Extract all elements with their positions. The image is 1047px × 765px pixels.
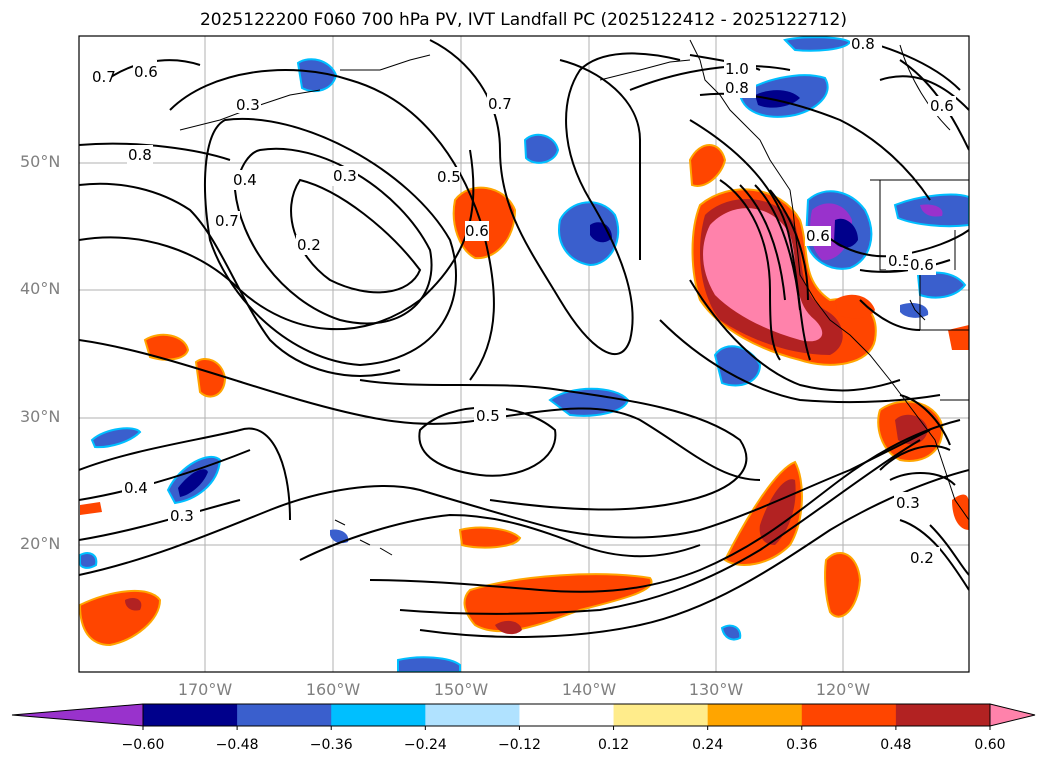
contour-label: 0.8: [725, 79, 749, 97]
lon-label-150w: 150°W: [433, 680, 489, 699]
contour-label: 0.2: [297, 236, 321, 254]
ivt-negative-shading: [79, 36, 969, 672]
contour-label: 0.6: [134, 63, 158, 81]
lat-label-30n: 30°N: [20, 407, 61, 426]
contour-label: 0.6: [465, 222, 489, 240]
neg-shade-mid-pacific: [558, 201, 620, 267]
colorbar-segment: [425, 704, 520, 726]
map-panel: 0.7 0.6 0.3 0.8 0.4 0.7 0.2 0.3 0.5 0.6 …: [79, 35, 969, 672]
colorbar-tick-label: 0.36: [786, 737, 818, 753]
contour-label: 0.8: [851, 35, 875, 53]
colorbar-segment: [707, 704, 803, 726]
ivt-shade-far-east: [952, 494, 969, 530]
colorbar-tick-label: 0.48: [880, 737, 912, 753]
map-frame: [78, 35, 970, 673]
colorbar-tick-label: −0.60: [121, 737, 165, 753]
contour-label: 0.5: [476, 407, 500, 425]
colorbar-tick-label: 0.60: [974, 737, 1006, 753]
contour-label: 0.5: [437, 168, 461, 186]
ivt-shade-bc-coast: [688, 144, 727, 187]
contour-label: 0.5: [888, 252, 912, 270]
neg-shade-west-2: [90, 427, 142, 449]
colorbar-segment: [237, 704, 332, 726]
contour-label: 0.6: [930, 97, 954, 115]
neg-shade-east-mid: [713, 345, 762, 387]
contour-label: 0.3: [896, 494, 920, 512]
contour-label: 1.0: [725, 60, 749, 78]
contour-label: 0.4: [124, 479, 148, 497]
contour-label: 0.6: [910, 256, 934, 274]
lat-label-50n: 50°N: [20, 152, 61, 171]
colorbar-segment: [143, 704, 238, 726]
colorbar-segment: [895, 704, 991, 726]
contour-label: 0.7: [488, 95, 512, 113]
colorbar-extension-low: [12, 704, 143, 726]
lon-label-130w: 130°W: [688, 680, 744, 699]
map-title: 2025122200 F060 700 hPa PV, IVT Landfall…: [199, 10, 847, 30]
contour-label: 0.8: [128, 146, 152, 164]
colorbar-segment: [613, 704, 709, 726]
ivt-shade-subtropical-small: [458, 526, 522, 549]
contour-label: 0.3: [170, 507, 194, 525]
ivt-shade-west-small-1: [143, 333, 190, 361]
lon-label-120w: 120°W: [815, 680, 871, 699]
contour-label: 0.2: [910, 549, 934, 567]
ivt-shade-west-coast-pink: [703, 208, 823, 342]
lon-label-170w: 170°W: [177, 680, 233, 699]
lat-label-20n: 20°N: [20, 534, 61, 553]
colorbar-tick-label: −0.24: [403, 737, 447, 753]
contour-label: 0.7: [215, 212, 239, 230]
colorbar-extension-high: [990, 704, 1035, 726]
neg-shade-north-pacific: [523, 133, 560, 164]
contour-label: 0.6: [806, 227, 830, 245]
colorbar-tick-label: −0.12: [497, 737, 541, 753]
lon-label-160w: 160°W: [305, 680, 361, 699]
contour-label: 0.3: [333, 167, 357, 185]
colorbar-tick-label: −0.36: [309, 737, 353, 753]
lon-label-140w: 140°W: [561, 680, 617, 699]
contour-label: 0.7: [92, 68, 116, 86]
colorbar-tick-label: 0.24: [692, 737, 724, 753]
colorbar-tick-label: −0.48: [215, 737, 259, 753]
lat-label-40n: 40°N: [20, 279, 61, 298]
ivt-shade-baja: [824, 551, 862, 618]
contour-label: 0.4: [233, 171, 257, 189]
colorbar-tick-label: 0.12: [597, 737, 630, 753]
contour-label: 0.3: [236, 96, 260, 114]
colorbar-segment: [801, 704, 897, 726]
colorbar-segment: [519, 704, 615, 726]
colorbar: [11, 703, 1036, 730]
contour-labels: 0.7 0.6 0.3 0.8 0.4 0.7 0.2 0.3 0.5 0.6 …: [90, 35, 956, 567]
colorbar-segment: [331, 704, 426, 726]
